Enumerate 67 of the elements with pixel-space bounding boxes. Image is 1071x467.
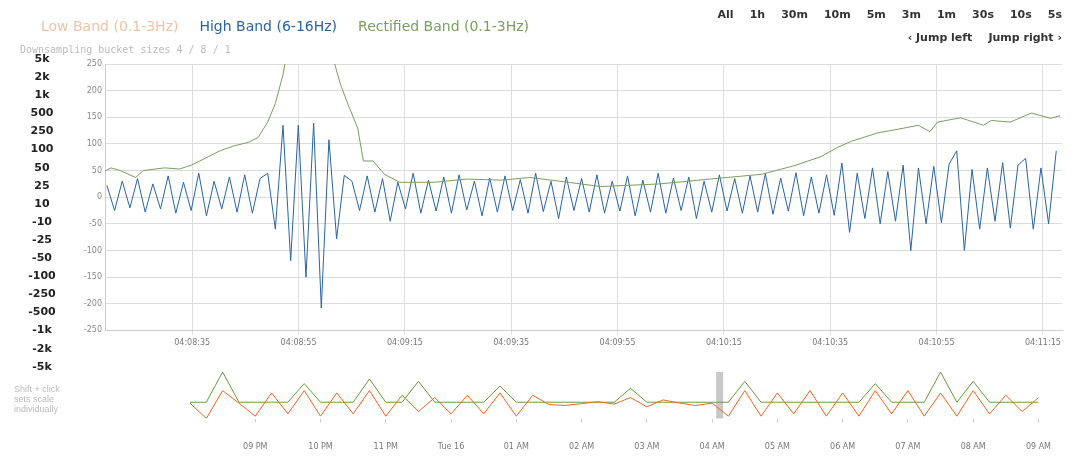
text: 2k xyxy=(33,69,51,86)
text: 10m xyxy=(822,7,852,23)
text: 10 xyxy=(33,195,51,212)
x-tick-label: 06 AM xyxy=(830,442,856,452)
y-tick-label: -200 xyxy=(83,298,102,308)
text: -5k xyxy=(31,358,53,375)
x-tick-label: 04:09:55 xyxy=(599,338,636,348)
text: -50 xyxy=(31,250,53,267)
text: Rectified Band (0.1-3Hz) xyxy=(358,17,530,34)
text: -2k xyxy=(31,340,53,357)
x-tick-label: 11 PM xyxy=(373,442,399,452)
text: 1k xyxy=(33,87,51,104)
x-tick-label: 04:10:35 xyxy=(812,338,849,348)
text: 100 xyxy=(29,141,55,158)
text: -10 xyxy=(31,213,53,230)
chart-subtitle: Downsampling bucket sizes 4 / 8 / 1 xyxy=(20,43,231,55)
text: All xyxy=(716,7,735,23)
x-tick-label: 03 AM xyxy=(634,442,660,452)
x-tick-label: 04:10:15 xyxy=(705,338,742,348)
text: Shift + click sets scale individually xyxy=(14,384,61,414)
x-tick-label: 08 AM xyxy=(960,442,986,452)
x-tick-label: 10 PM xyxy=(308,442,333,452)
text: 30m xyxy=(780,7,809,23)
x-tick-label: 02 AM xyxy=(569,442,595,452)
x-tick-label: 05 AM xyxy=(764,442,791,452)
y-tick-label: 50 xyxy=(91,165,102,175)
x-tick-label: 04:11:15 xyxy=(1024,338,1061,348)
y-tick-label: -150 xyxy=(83,272,102,282)
text: Jump right › xyxy=(987,30,1063,46)
text: 1h xyxy=(748,7,767,23)
x-tick-label: Tue 16 xyxy=(436,442,465,452)
text: -25 xyxy=(31,231,53,248)
text: 1m xyxy=(935,7,958,23)
y-tick-label: -50 xyxy=(88,218,102,228)
text: 10s xyxy=(1008,7,1033,23)
x-tick-label: 04:08:35 xyxy=(174,338,211,348)
text: -250 xyxy=(27,286,57,303)
text: 30s xyxy=(971,7,995,23)
text: 250 xyxy=(29,123,55,140)
y-tick-label: 150 xyxy=(86,112,102,122)
text: -1k xyxy=(31,322,53,339)
y-tick-label: 100 xyxy=(86,139,102,148)
x-tick-label: 09 AM xyxy=(1025,442,1052,452)
x-tick-label: 04:09:15 xyxy=(386,338,423,348)
text: -100 xyxy=(27,268,57,285)
text: 50 xyxy=(33,159,51,176)
x-tick-label: 04 AM xyxy=(699,442,725,452)
legend-label: Low Band (0.1-3Hz) xyxy=(41,17,179,34)
x-tick-label: 07 AM xyxy=(895,442,921,452)
y-tick-label: 200 xyxy=(86,85,102,95)
x-tick-label: 09 PM xyxy=(243,442,268,452)
text: 5s xyxy=(1046,7,1063,23)
text: 5m xyxy=(865,7,887,23)
x-tick-label: 01 AM xyxy=(503,442,529,452)
text: 500 xyxy=(29,105,55,122)
y-tick-label: 0 xyxy=(96,192,102,202)
y-tick-label: -250 xyxy=(83,325,102,335)
y-tick-label: -100 xyxy=(83,245,102,255)
text: 25 xyxy=(33,177,51,194)
y-tick-label: 250 xyxy=(86,59,102,69)
x-tick-label: 04:09:35 xyxy=(493,338,530,348)
x-tick-label: 04:08:55 xyxy=(280,338,317,348)
text: 3m xyxy=(900,7,922,23)
text: High Band (6-16Hz) xyxy=(199,17,338,34)
text: ‹ Jump left xyxy=(906,30,974,46)
text: -500 xyxy=(27,304,57,321)
x-tick-label: 04:10:55 xyxy=(918,338,955,348)
